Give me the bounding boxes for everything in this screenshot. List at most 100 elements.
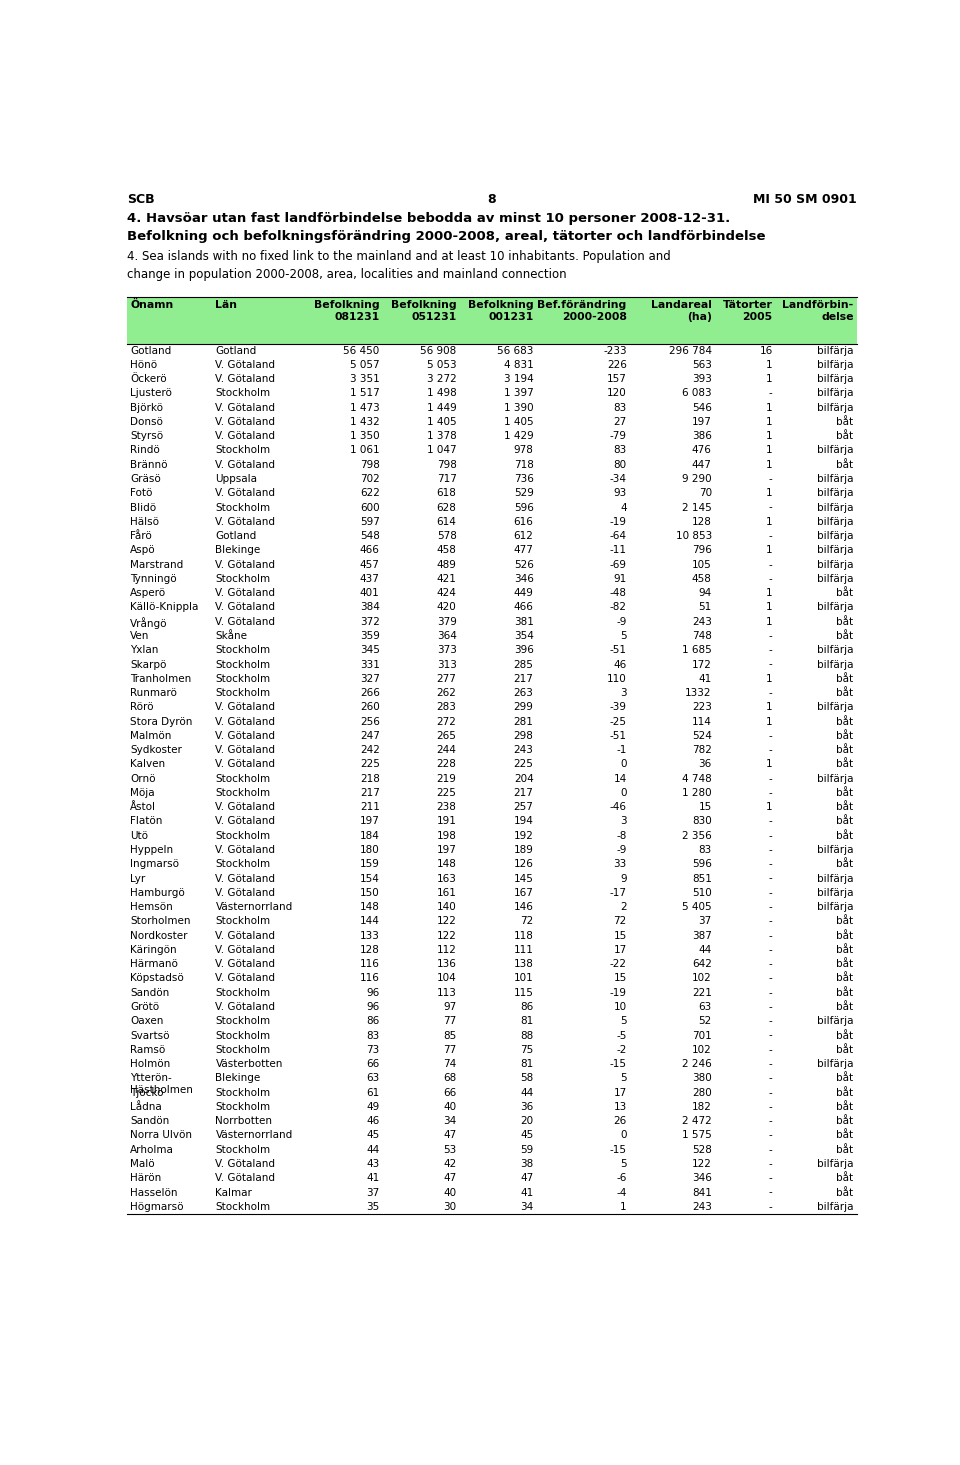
Text: Norrbotten: Norrbotten	[215, 1116, 273, 1127]
Text: Gotland: Gotland	[131, 346, 172, 356]
Text: Ljusterö: Ljusterö	[131, 388, 172, 398]
Text: 72: 72	[613, 917, 627, 926]
Text: 38: 38	[520, 1159, 534, 1169]
Text: 157: 157	[607, 374, 627, 384]
Text: 597: 597	[360, 517, 379, 527]
Text: -: -	[769, 774, 773, 784]
Text: 15: 15	[613, 973, 627, 983]
Text: 1 061: 1 061	[350, 445, 379, 456]
Text: -233: -233	[603, 346, 627, 356]
Text: 15: 15	[699, 803, 711, 812]
Text: båt: båt	[836, 1102, 853, 1112]
Text: 148: 148	[360, 902, 379, 913]
Text: 167: 167	[514, 888, 534, 898]
Text: 197: 197	[692, 418, 711, 426]
Text: Grötö: Grötö	[131, 1002, 159, 1012]
Text: Hamburgö: Hamburgö	[131, 888, 185, 898]
Text: Önamn: Önamn	[131, 300, 174, 311]
Text: 458: 458	[692, 574, 711, 585]
Text: 211: 211	[360, 803, 379, 812]
Text: -: -	[769, 1131, 773, 1140]
Text: Stockholm: Stockholm	[215, 645, 271, 655]
Text: bilfärja: bilfärja	[817, 388, 853, 398]
Text: -: -	[769, 917, 773, 926]
Text: Norra Ulvön: Norra Ulvön	[131, 1131, 192, 1140]
Text: 91: 91	[613, 574, 627, 585]
Text: V. Götaland: V. Götaland	[215, 560, 276, 570]
Text: 616: 616	[514, 517, 534, 527]
Text: 628: 628	[437, 502, 457, 513]
Text: bilfärja: bilfärja	[817, 888, 853, 898]
Text: 396: 396	[514, 645, 534, 655]
Text: 9 290: 9 290	[683, 475, 711, 483]
Text: bilfärja: bilfärja	[817, 374, 853, 384]
Text: V. Götaland: V. Götaland	[215, 803, 276, 812]
Text: 219: 219	[437, 774, 457, 784]
Text: 10 853: 10 853	[676, 532, 711, 541]
Text: 45: 45	[367, 1131, 379, 1140]
Text: 477: 477	[514, 545, 534, 555]
Text: båt: båt	[836, 860, 853, 869]
Text: båt: båt	[836, 674, 853, 684]
Text: -11: -11	[610, 545, 627, 555]
Text: bilfärja: bilfärja	[817, 659, 853, 670]
Text: Befolkning och befolkningsförändring 2000-2008, areal, tätorter och landförbinde: Befolkning och befolkningsförändring 200…	[128, 230, 766, 243]
Text: 68: 68	[444, 1074, 457, 1083]
Text: 116: 116	[360, 973, 379, 983]
Text: 266: 266	[360, 689, 379, 697]
Text: bilfärja: bilfärja	[817, 1017, 853, 1027]
Text: 197: 197	[360, 816, 379, 826]
Text: 146: 146	[514, 902, 534, 913]
Text: 6 083: 6 083	[683, 388, 711, 398]
Text: 140: 140	[437, 902, 457, 913]
Text: 596: 596	[692, 860, 711, 869]
Text: 75: 75	[520, 1045, 534, 1055]
Text: -: -	[769, 1159, 773, 1169]
Text: 115: 115	[514, 987, 534, 998]
Text: 5 405: 5 405	[683, 902, 711, 913]
Text: 36: 36	[699, 759, 711, 769]
Text: Stockholm: Stockholm	[215, 1201, 271, 1212]
Text: Lyr: Lyr	[131, 873, 146, 883]
Text: 40: 40	[444, 1188, 457, 1197]
Text: 798: 798	[360, 460, 379, 470]
Text: 1: 1	[766, 617, 773, 627]
Text: 851: 851	[692, 873, 711, 883]
Text: 1 350: 1 350	[350, 431, 379, 441]
Text: -: -	[769, 532, 773, 541]
Text: bilfärja: bilfärja	[817, 517, 853, 527]
Text: 2 145: 2 145	[682, 502, 711, 513]
Text: 393: 393	[692, 374, 711, 384]
Text: 30: 30	[444, 1201, 457, 1212]
Text: -: -	[769, 873, 773, 883]
Text: bilfärja: bilfärja	[817, 445, 853, 456]
Text: 42: 42	[444, 1159, 457, 1169]
Text: båt: båt	[836, 1045, 853, 1055]
Text: båt: båt	[836, 960, 853, 970]
Text: V. Götaland: V. Götaland	[215, 418, 276, 426]
Text: 1: 1	[766, 418, 773, 426]
Text: båt: båt	[836, 1116, 853, 1127]
Text: Blidö: Blidö	[131, 502, 156, 513]
Text: 194: 194	[514, 816, 534, 826]
Text: Skarpö: Skarpö	[131, 659, 167, 670]
Text: -34: -34	[610, 475, 627, 483]
Text: Stora Dyrön: Stora Dyrön	[131, 716, 193, 727]
Text: 5: 5	[620, 1017, 627, 1027]
Text: 49: 49	[367, 1102, 379, 1112]
Text: 159: 159	[360, 860, 379, 869]
Text: 1 378: 1 378	[427, 431, 457, 441]
Text: -51: -51	[610, 731, 627, 741]
Text: 47: 47	[444, 1173, 457, 1184]
Text: Högmarsö: Högmarsö	[131, 1201, 184, 1212]
Text: 66: 66	[367, 1059, 379, 1069]
Text: 978: 978	[514, 445, 534, 456]
Text: 782: 782	[692, 746, 711, 754]
Text: båt: båt	[836, 460, 853, 470]
Text: Befolkning
001231: Befolkning 001231	[468, 300, 534, 322]
Text: V. Götaland: V. Götaland	[215, 431, 276, 441]
Text: V. Götaland: V. Götaland	[215, 716, 276, 727]
Text: 15: 15	[613, 930, 627, 941]
Text: -19: -19	[610, 517, 627, 527]
Text: 4: 4	[620, 502, 627, 513]
